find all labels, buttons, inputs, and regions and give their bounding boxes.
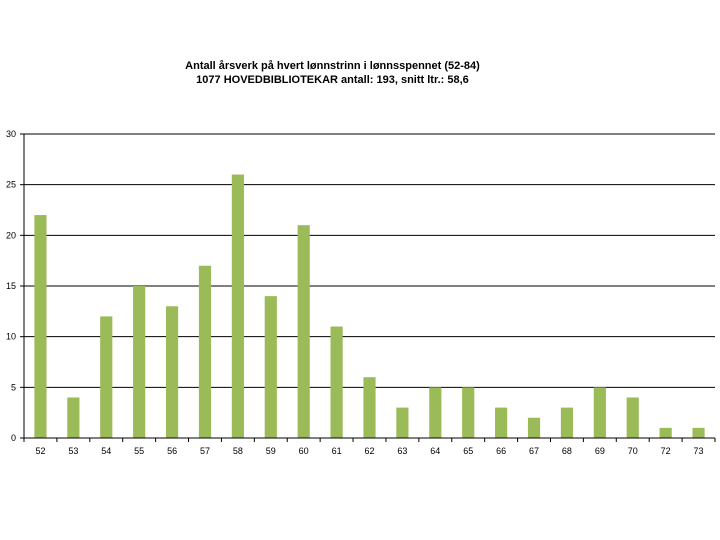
bar xyxy=(396,407,409,438)
bar xyxy=(67,397,80,438)
x-tick-label: 67 xyxy=(529,446,539,456)
x-tick-label: 52 xyxy=(35,446,45,456)
bar xyxy=(495,407,508,438)
bar xyxy=(560,407,574,438)
bar xyxy=(659,427,672,438)
x-tick-label: 70 xyxy=(628,446,638,456)
bar xyxy=(100,316,113,438)
y-tick-label: 5 xyxy=(11,382,16,392)
x-tick-label: 58 xyxy=(233,446,243,456)
bar xyxy=(363,377,376,438)
x-tick-label: 68 xyxy=(562,446,572,456)
x-tick-label: 63 xyxy=(397,446,407,456)
x-tick-label: 54 xyxy=(101,446,111,456)
bar xyxy=(429,387,442,438)
x-tick-label: 60 xyxy=(299,446,309,456)
x-tick-label: 66 xyxy=(496,446,506,456)
x-tick-label: 65 xyxy=(463,446,473,456)
x-tick-label: 57 xyxy=(200,446,210,456)
bar xyxy=(527,417,541,438)
x-tick-label: 62 xyxy=(364,446,374,456)
x-tick-label: 55 xyxy=(134,446,144,456)
bar xyxy=(165,306,179,438)
x-tick-label: 72 xyxy=(661,446,671,456)
bar xyxy=(133,286,146,438)
x-tick-label: 61 xyxy=(332,446,342,456)
bar xyxy=(626,397,639,438)
x-tick-label: 59 xyxy=(266,446,276,456)
x-tick-label: 56 xyxy=(167,446,177,456)
chart-title: Antall årsverk på hvert lønnstrinn i løn… xyxy=(185,60,480,72)
y-tick-label: 10 xyxy=(6,332,16,342)
x-tick-label: 64 xyxy=(430,446,440,456)
bar xyxy=(593,387,606,438)
bar xyxy=(330,326,343,438)
x-tick-label: 53 xyxy=(68,446,78,456)
y-tick-label: 25 xyxy=(6,180,16,190)
bar xyxy=(198,265,212,438)
bar xyxy=(231,174,244,439)
bar xyxy=(264,296,277,438)
bar xyxy=(462,387,475,438)
x-tick-label: 73 xyxy=(694,446,704,456)
x-tick-label: 69 xyxy=(595,446,605,456)
bar xyxy=(34,215,47,438)
y-tick-label: 0 xyxy=(11,433,16,443)
y-tick-label: 30 xyxy=(6,129,16,139)
y-tick-label: 20 xyxy=(6,230,16,240)
y-tick-label: 15 xyxy=(6,281,16,291)
chart-subtitle: 1077 HOVEDBIBLIOTEKAR antall: 193, snitt… xyxy=(196,74,469,86)
bar xyxy=(692,427,705,438)
chart-title-block: Antall årsverk på hvert lønnstrinn i løn… xyxy=(0,59,665,87)
bar xyxy=(297,225,310,438)
